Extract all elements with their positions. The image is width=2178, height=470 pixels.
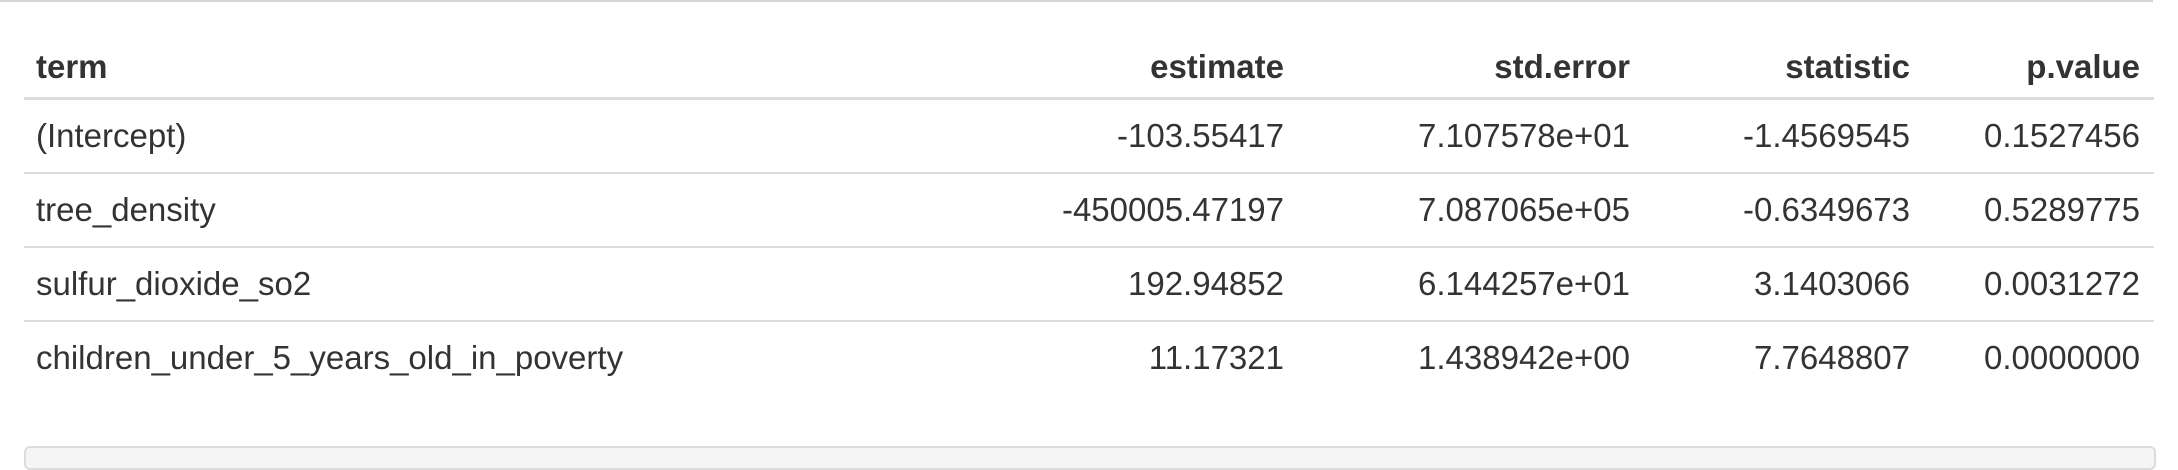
- statistic-cell: -0.6349673: [1644, 172, 1924, 247]
- estimate-cell: -103.55417: [1117, 117, 1284, 154]
- column-header-term: term: [24, 36, 870, 100]
- estimate-cell: 192.94852: [870, 246, 1298, 321]
- column-header-statistic: statistic: [1644, 36, 1924, 100]
- p-value-cell: 0.0031272: [1924, 246, 2154, 321]
- column-header-std-error: std.error: [1298, 36, 1644, 100]
- p-value-cell: 0.5289775: [1924, 172, 2154, 247]
- table-row: tree_density -450005.47197 7.087065e+05 …: [24, 172, 2154, 247]
- top-divider: [0, 0, 2153, 2]
- column-header-p-value: p.value: [1924, 36, 2154, 100]
- statistic-cell: -1.4569545: [1743, 117, 1910, 154]
- p-value-cell: 0.0000000: [1924, 320, 2154, 394]
- std-error-cell: 7.107578e+01: [1418, 117, 1630, 154]
- term-cell: sulfur_dioxide_so2: [24, 246, 870, 321]
- table-body: (Intercept) -103.55417 7.107578e+01 -1.4…: [24, 99, 2154, 394]
- std-error-cell: 6.144257e+01: [1298, 246, 1644, 321]
- table-row: children_under_5_years_old_in_poverty 11…: [24, 320, 2154, 394]
- estimate-cell: -450005.47197: [870, 172, 1298, 247]
- regression-results-table: term estimate std.error statistic p.valu…: [24, 36, 2154, 394]
- term-cell: (Intercept): [36, 117, 187, 154]
- term-cell: tree_density: [24, 172, 870, 247]
- column-header-estimate: estimate: [870, 36, 1298, 100]
- statistic-cell: 7.7648807: [1644, 320, 1924, 394]
- std-error-cell: 7.087065e+05: [1298, 172, 1644, 247]
- std-error-cell: 1.438942e+00: [1298, 320, 1644, 394]
- next-output-panel: [24, 446, 2156, 470]
- header-row: term estimate std.error statistic p.valu…: [24, 36, 2154, 100]
- table-row: sulfur_dioxide_so2 192.94852 6.144257e+0…: [24, 246, 2154, 321]
- p-value-cell: 0.1527456: [1984, 117, 2140, 154]
- table-header: term estimate std.error statistic p.valu…: [24, 36, 2154, 100]
- estimate-cell: 11.17321: [870, 320, 1298, 394]
- term-cell: children_under_5_years_old_in_poverty: [24, 320, 870, 394]
- table-row: (Intercept) -103.55417 7.107578e+01 -1.4…: [24, 99, 2154, 174]
- statistic-cell: 3.1403066: [1644, 246, 1924, 321]
